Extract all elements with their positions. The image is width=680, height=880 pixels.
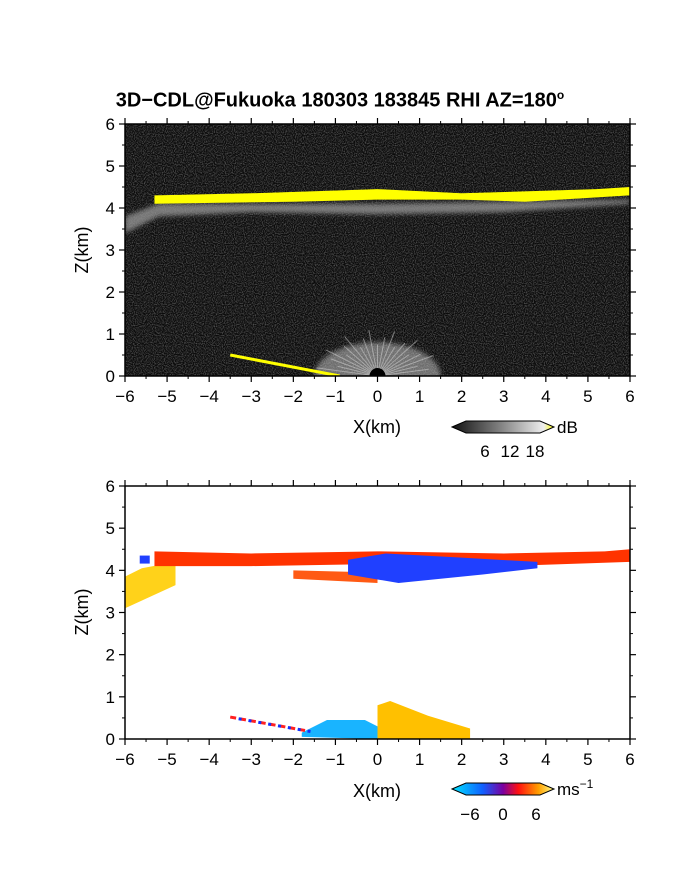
panel2-plot-background — [125, 486, 630, 739]
y-tick-label: 1 — [106, 688, 115, 707]
panel1-axes: −6 −5 −4 −3 −2 −1 0 1 2 3 4 5 6 0 1 2 3 4 5 6 — [106, 115, 636, 406]
reflectivity-clutter-ray — [344, 336, 378, 376]
reflectivity-clutter-ray — [325, 349, 378, 376]
x-tick-label: −5 — [157, 387, 176, 406]
x-tick-label: −6 — [115, 387, 134, 406]
x-tick-label: 0 — [373, 387, 382, 406]
velocity-approaching-patch — [348, 553, 538, 583]
velocity-left-tail — [125, 561, 176, 609]
reflectivity-ground-line — [229, 353, 340, 376]
y-tick-label: 3 — [106, 241, 115, 260]
panel2-colorbar: ms−1 −6 0 6 — [450, 777, 594, 824]
panel2-data-layers — [125, 549, 630, 739]
figure-title-text: 3D−CDL@Fukuoka 180303 183845 RHI AZ=180 — [115, 89, 557, 112]
panel1-colorbar-tick: 18 — [526, 442, 545, 461]
y-tick-label: 6 — [106, 115, 115, 134]
panel2-colorbar-unit: ms−1 — [557, 777, 594, 799]
reflectivity-radar-site — [369, 368, 386, 376]
velocity-ground-line-blue — [238, 717, 315, 734]
reflectivity-clutter-ray — [377, 353, 421, 376]
panel2-colorbar-tick: 0 — [498, 805, 507, 824]
reflectivity-clutter-ray — [377, 355, 434, 376]
y-tick-label: 0 — [106, 730, 115, 749]
panel1-colorbar-unit: dB — [557, 418, 578, 437]
x-tick-label: −3 — [242, 387, 261, 406]
panel2-colorbar-tick: −6 — [460, 805, 479, 824]
panel2-xlabel: X(km) — [353, 781, 401, 801]
reflectivity-clutter-ray — [330, 358, 378, 376]
panel1-xlabel: X(km) — [353, 417, 401, 437]
reflectivity-clutter-ray — [377, 340, 418, 376]
x-tick-label: −3 — [242, 750, 261, 769]
panel2-colorbar-unit-exp: −1 — [580, 777, 594, 791]
x-tick-label: 1 — [415, 387, 424, 406]
y-tick-label: 5 — [106, 157, 115, 176]
panel1-colorbar-tick: 6 — [480, 442, 489, 461]
panel1-frame — [124, 123, 631, 377]
panel1-colorbar-bar — [450, 420, 556, 434]
x-tick-label: −4 — [199, 387, 218, 406]
x-tick-label: 6 — [625, 387, 634, 406]
reflectivity-bright-band — [154, 187, 630, 204]
x-tick-label: 3 — [499, 387, 508, 406]
panel-velocity: −6 −5 −4 −3 −2 −1 0 1 2 3 4 5 6 0 1 2 3 4 5 6 X(km) Z(km) m… — [72, 477, 636, 824]
y-tick-label: 1 — [106, 325, 115, 344]
velocity-approaching-fleck — [139, 555, 150, 564]
velocity-surface-approaching — [301, 720, 378, 739]
reflectivity-clutter-ray — [316, 367, 378, 376]
x-tick-label: 1 — [415, 750, 424, 769]
panel2-colorbar-bar — [450, 782, 556, 796]
x-tick-label: 3 — [499, 750, 508, 769]
x-tick-label: −6 — [115, 750, 134, 769]
figure-title: 3D−CDL@Fukuoka 180303 183845 RHI AZ=180o — [0, 88, 680, 113]
y-tick-label: 6 — [106, 477, 115, 496]
x-tick-label: −5 — [157, 750, 176, 769]
y-tick-label: 0 — [106, 367, 115, 386]
x-tick-label: 5 — [583, 387, 592, 406]
reflectivity-clutter-ray — [377, 368, 429, 376]
y-tick-label: 2 — [106, 283, 115, 302]
reflectivity-diffuse-layer — [125, 199, 630, 234]
panel2-colorbar-tick: 6 — [531, 805, 540, 824]
figure-title-degree: o — [556, 88, 565, 102]
x-tick-label: −2 — [284, 387, 303, 406]
y-tick-label: 4 — [106, 199, 115, 218]
panel1-data-layers — [125, 187, 630, 376]
panel1-colorbar-tick: 12 — [501, 442, 520, 461]
panel2-ylabel: Z(km) — [72, 589, 92, 636]
x-tick-label: 2 — [457, 750, 466, 769]
x-tick-label: 4 — [541, 750, 550, 769]
panel2-axes: −6 −5 −4 −3 −2 −1 0 1 2 3 4 5 6 0 1 2 3 4 5 6 — [106, 477, 636, 769]
panel2-frame — [124, 485, 631, 740]
x-tick-label: −1 — [326, 750, 345, 769]
panel1-ylabel: Z(km) — [72, 227, 92, 274]
x-tick-label: 2 — [457, 387, 466, 406]
velocity-surface-receding — [377, 701, 471, 739]
y-tick-label: 5 — [106, 519, 115, 538]
y-tick-label: 3 — [106, 604, 115, 623]
panel2-colorbar-unit-base: ms — [557, 780, 580, 799]
x-tick-label: 4 — [541, 387, 550, 406]
x-tick-label: 5 — [583, 750, 592, 769]
x-tick-label: −4 — [199, 750, 218, 769]
y-tick-label: 2 — [106, 646, 115, 665]
y-tick-label: 4 — [106, 561, 115, 580]
x-tick-label: −1 — [326, 387, 345, 406]
x-tick-label: 0 — [373, 750, 382, 769]
panel1-noise-speckle — [125, 124, 630, 376]
x-tick-label: 6 — [625, 750, 634, 769]
x-tick-label: −2 — [284, 750, 303, 769]
panel1-colorbar: dB 6 12 18 — [450, 418, 578, 461]
